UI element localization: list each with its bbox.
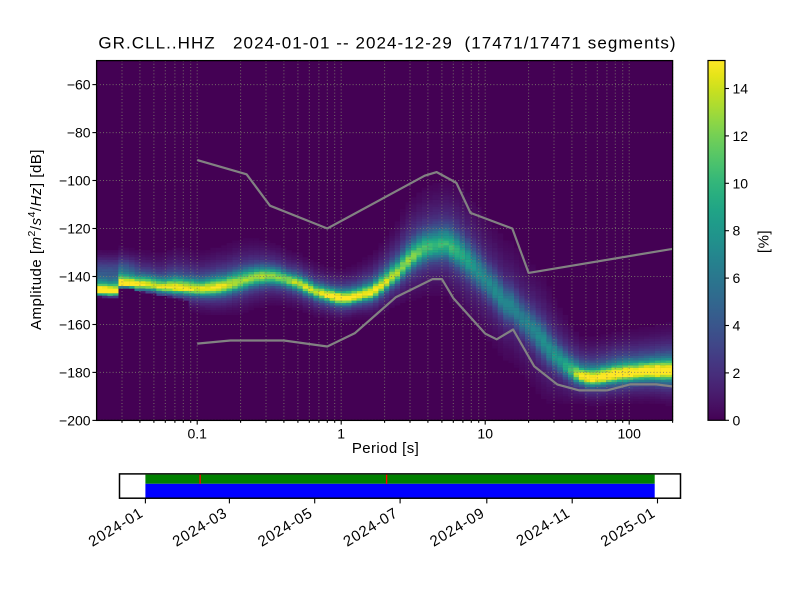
svg-text:−180: −180 (59, 364, 91, 380)
svg-text:−140: −140 (59, 269, 91, 285)
svg-text:0.1: 0.1 (187, 426, 207, 442)
svg-text:Amplitude [m2/s4/Hz] [dB]: Amplitude [m2/s4/Hz] [dB] (26, 149, 45, 330)
svg-text:[%]: [%] (756, 230, 773, 253)
svg-text:2: 2 (733, 365, 741, 381)
svg-text:1: 1 (337, 426, 345, 442)
svg-text:−200: −200 (59, 412, 91, 428)
svg-text:−60: −60 (67, 77, 91, 93)
svg-text:−100: −100 (59, 173, 91, 189)
svg-text:4: 4 (733, 318, 741, 334)
svg-text:10: 10 (733, 175, 749, 191)
svg-text:10: 10 (477, 426, 493, 442)
svg-text:8: 8 (733, 223, 741, 239)
svg-text:−120: −120 (59, 221, 91, 237)
svg-text:GR.CLL..HHZ 2024-01-01 -- 20: GR.CLL..HHZ 2024-01-01 -- 2024-12-29 (17… (98, 34, 676, 53)
svg-text:Period [s]: Period [s] (352, 440, 419, 457)
svg-text:12: 12 (733, 128, 749, 144)
svg-text:14: 14 (733, 81, 749, 97)
svg-text:0: 0 (733, 412, 741, 428)
svg-text:100: 100 (618, 426, 642, 442)
svg-text:6: 6 (733, 270, 741, 286)
svg-text:−80: −80 (67, 125, 91, 141)
svg-text:−160: −160 (59, 317, 91, 333)
